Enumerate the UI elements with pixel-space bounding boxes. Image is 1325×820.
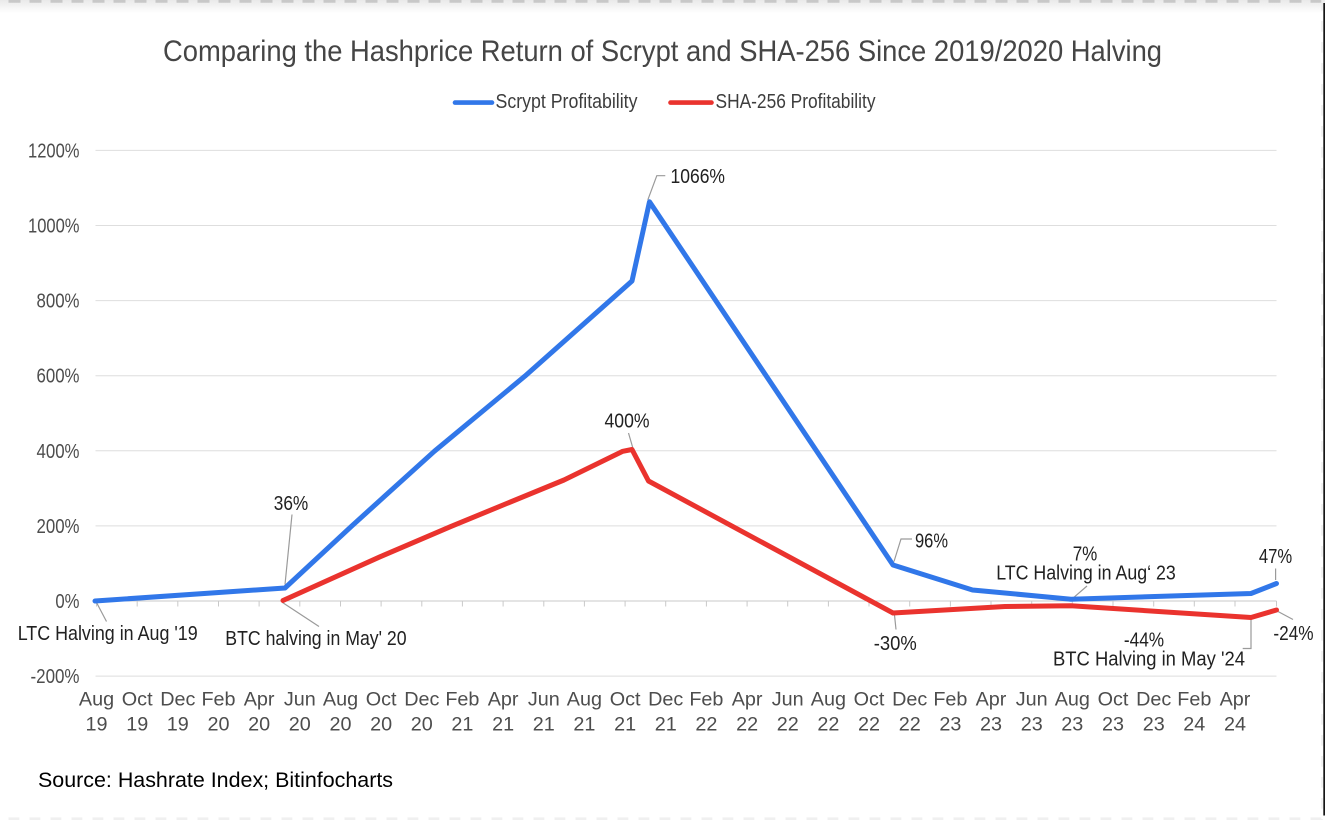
svg-text:Jun: Jun (1016, 689, 1048, 711)
svg-text:Scrypt Profitability: Scrypt Profitability (496, 91, 638, 113)
svg-text:23: 23 (939, 714, 961, 736)
svg-text:19: 19 (126, 714, 148, 736)
svg-text:400%: 400% (37, 441, 80, 463)
svg-text:22: 22 (899, 714, 921, 736)
svg-text:1000%: 1000% (28, 216, 80, 238)
svg-text:23: 23 (1021, 714, 1043, 736)
svg-text:0%: 0% (55, 591, 79, 613)
svg-text:-24%: -24% (1273, 623, 1313, 645)
svg-text:20: 20 (248, 714, 270, 736)
svg-text:7%: 7% (1073, 544, 1098, 566)
svg-text:Feb: Feb (201, 689, 235, 711)
svg-text:19: 19 (167, 714, 189, 736)
svg-text:200%: 200% (37, 516, 80, 538)
svg-text:96%: 96% (915, 531, 948, 553)
svg-text:Oct: Oct (366, 689, 397, 711)
svg-text:20: 20 (370, 714, 392, 736)
svg-text:22: 22 (777, 714, 799, 736)
svg-text:Aug: Aug (567, 689, 602, 711)
svg-text:Feb: Feb (933, 689, 967, 711)
svg-text:Aug: Aug (323, 689, 358, 711)
svg-text:Feb: Feb (689, 689, 723, 711)
svg-text:-44%: -44% (1124, 630, 1164, 652)
svg-text:19: 19 (85, 714, 107, 736)
svg-text:Oct: Oct (610, 689, 641, 711)
svg-text:Source: Hashrate Index; Bitinf: Source: Hashrate Index; Bitinfocharts (38, 768, 393, 792)
svg-text:Apr: Apr (244, 689, 275, 711)
svg-text:1066%: 1066% (671, 166, 726, 188)
svg-text:SHA-256 Profitability: SHA-256 Profitability (716, 91, 876, 113)
svg-text:36%: 36% (274, 493, 309, 515)
svg-text:-30%: -30% (874, 633, 917, 655)
svg-text:Dec: Dec (1136, 689, 1171, 711)
svg-text:1200%: 1200% (28, 140, 80, 162)
svg-text:BTC Halving in May '24: BTC Halving in May '24 (1053, 649, 1245, 671)
svg-text:21: 21 (655, 714, 677, 736)
svg-text:23: 23 (1143, 714, 1165, 736)
svg-text:21: 21 (533, 714, 555, 736)
svg-text:Feb: Feb (1177, 689, 1211, 711)
svg-text:22: 22 (817, 714, 839, 736)
svg-text:Jun: Jun (528, 689, 560, 711)
svg-text:21: 21 (614, 714, 636, 736)
svg-text:47%: 47% (1259, 546, 1292, 568)
svg-text:Aug: Aug (1055, 689, 1090, 711)
svg-text:20: 20 (207, 714, 229, 736)
svg-text:24: 24 (1224, 714, 1246, 736)
svg-text:Dec: Dec (648, 689, 683, 711)
svg-text:23: 23 (980, 714, 1002, 736)
svg-text:LTC Halving in Aug‘ 23: LTC Halving in Aug‘ 23 (996, 563, 1176, 585)
svg-text:Jun: Jun (284, 689, 316, 711)
svg-text:Oct: Oct (854, 689, 885, 711)
svg-text:24: 24 (1183, 714, 1205, 736)
svg-text:Dec: Dec (404, 689, 439, 711)
svg-text:BTC halving in May' 20: BTC halving in May' 20 (225, 628, 406, 650)
svg-text:Oct: Oct (122, 689, 153, 711)
svg-text:Apr: Apr (732, 689, 763, 711)
svg-text:Dec: Dec (892, 689, 927, 711)
svg-text:Comparing the Hashprice Return: Comparing the Hashprice Return of Scrypt… (163, 35, 1162, 68)
svg-text:23: 23 (1061, 714, 1083, 736)
svg-text:22: 22 (736, 714, 758, 736)
svg-text:Aug: Aug (79, 689, 114, 711)
svg-text:20: 20 (329, 714, 351, 736)
svg-text:22: 22 (695, 714, 717, 736)
svg-text:23: 23 (1102, 714, 1124, 736)
svg-text:Aug: Aug (811, 689, 846, 711)
svg-text:Apr: Apr (976, 689, 1007, 711)
svg-text:20: 20 (411, 714, 433, 736)
svg-text:Feb: Feb (445, 689, 479, 711)
svg-text:600%: 600% (37, 366, 80, 388)
svg-text:Apr: Apr (1220, 689, 1251, 711)
svg-text:21: 21 (451, 714, 473, 736)
svg-text:20: 20 (289, 714, 311, 736)
svg-text:21: 21 (573, 714, 595, 736)
svg-text:22: 22 (858, 714, 880, 736)
svg-text:-200%: -200% (31, 666, 80, 688)
svg-text:21: 21 (492, 714, 514, 736)
svg-text:400%: 400% (605, 411, 650, 433)
svg-text:Jun: Jun (772, 689, 804, 711)
svg-text:LTC Halving in Aug '19: LTC Halving in Aug '19 (18, 623, 198, 645)
svg-text:Dec: Dec (160, 689, 195, 711)
svg-text:800%: 800% (37, 291, 80, 313)
svg-text:Oct: Oct (1098, 689, 1129, 711)
svg-text:Apr: Apr (488, 689, 519, 711)
